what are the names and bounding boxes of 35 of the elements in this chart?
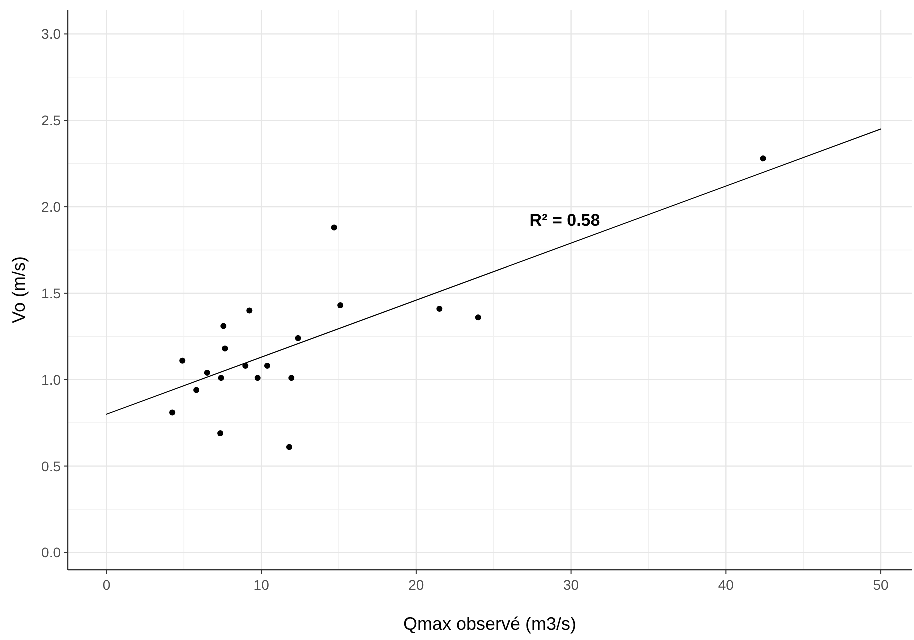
point [338, 302, 344, 309]
point [475, 314, 482, 321]
annotation: R² = 0.58 [530, 211, 600, 230]
point [222, 346, 228, 352]
point [331, 224, 338, 231]
point [204, 370, 210, 376]
x-tick-label: 50 [873, 577, 890, 593]
point [170, 410, 176, 416]
point [180, 358, 186, 364]
x-tick-label: 40 [718, 577, 734, 593]
x-tick-label: 10 [254, 577, 270, 593]
x-tick-label: 20 [408, 577, 424, 593]
x-axis-title: Qmax observé (m3/s) [403, 614, 577, 634]
point [295, 335, 302, 342]
point [218, 430, 224, 436]
y-tick-label: 3.0 [42, 26, 62, 42]
point [286, 444, 292, 450]
y-tick-label: 2.0 [42, 199, 62, 216]
y-tick-label: 1.0 [42, 372, 62, 388]
y-tick-label: 0.5 [42, 458, 62, 474]
point [288, 375, 295, 382]
point [264, 363, 270, 370]
x-tick-label: 30 [564, 577, 580, 593]
point [194, 387, 200, 394]
point [218, 375, 224, 382]
point [220, 323, 227, 330]
point [760, 156, 766, 162]
point [436, 306, 443, 312]
x-tick-label: 0 [102, 577, 111, 593]
y-axis-title: Vo (m/s) [9, 256, 29, 324]
y-tick-label: 1.5 [42, 285, 62, 302]
y-tick-label: 0.0 [42, 544, 62, 561]
point [246, 308, 253, 314]
y-tick-label: 2.5 [42, 112, 62, 129]
point [254, 375, 261, 382]
